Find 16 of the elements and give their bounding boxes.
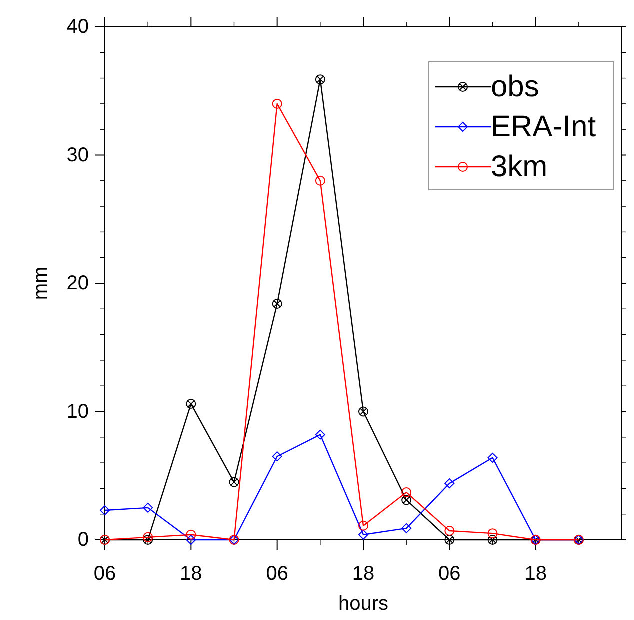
- x-tick-label: 06: [94, 563, 116, 585]
- legend-label: ERA-Int: [491, 110, 597, 144]
- x-tick-label: 06: [266, 563, 288, 585]
- x-tick-label: 18: [180, 563, 202, 585]
- x-axis-title: hours: [338, 593, 389, 615]
- y-tick-label: 10: [66, 400, 89, 423]
- x-tick-label: 06: [438, 563, 461, 585]
- y-tick-label: 30: [66, 144, 89, 166]
- y-tick-label: 0: [78, 529, 89, 551]
- x-tick-label: 18: [524, 563, 547, 585]
- x-tick-label: 18: [352, 563, 375, 585]
- y-tick-label: 40: [66, 16, 89, 38]
- legend-label: 3km: [491, 150, 548, 184]
- y-tick-label: 20: [66, 272, 89, 294]
- legend-label: obs: [491, 70, 540, 104]
- y-axis-title: mm: [30, 266, 52, 300]
